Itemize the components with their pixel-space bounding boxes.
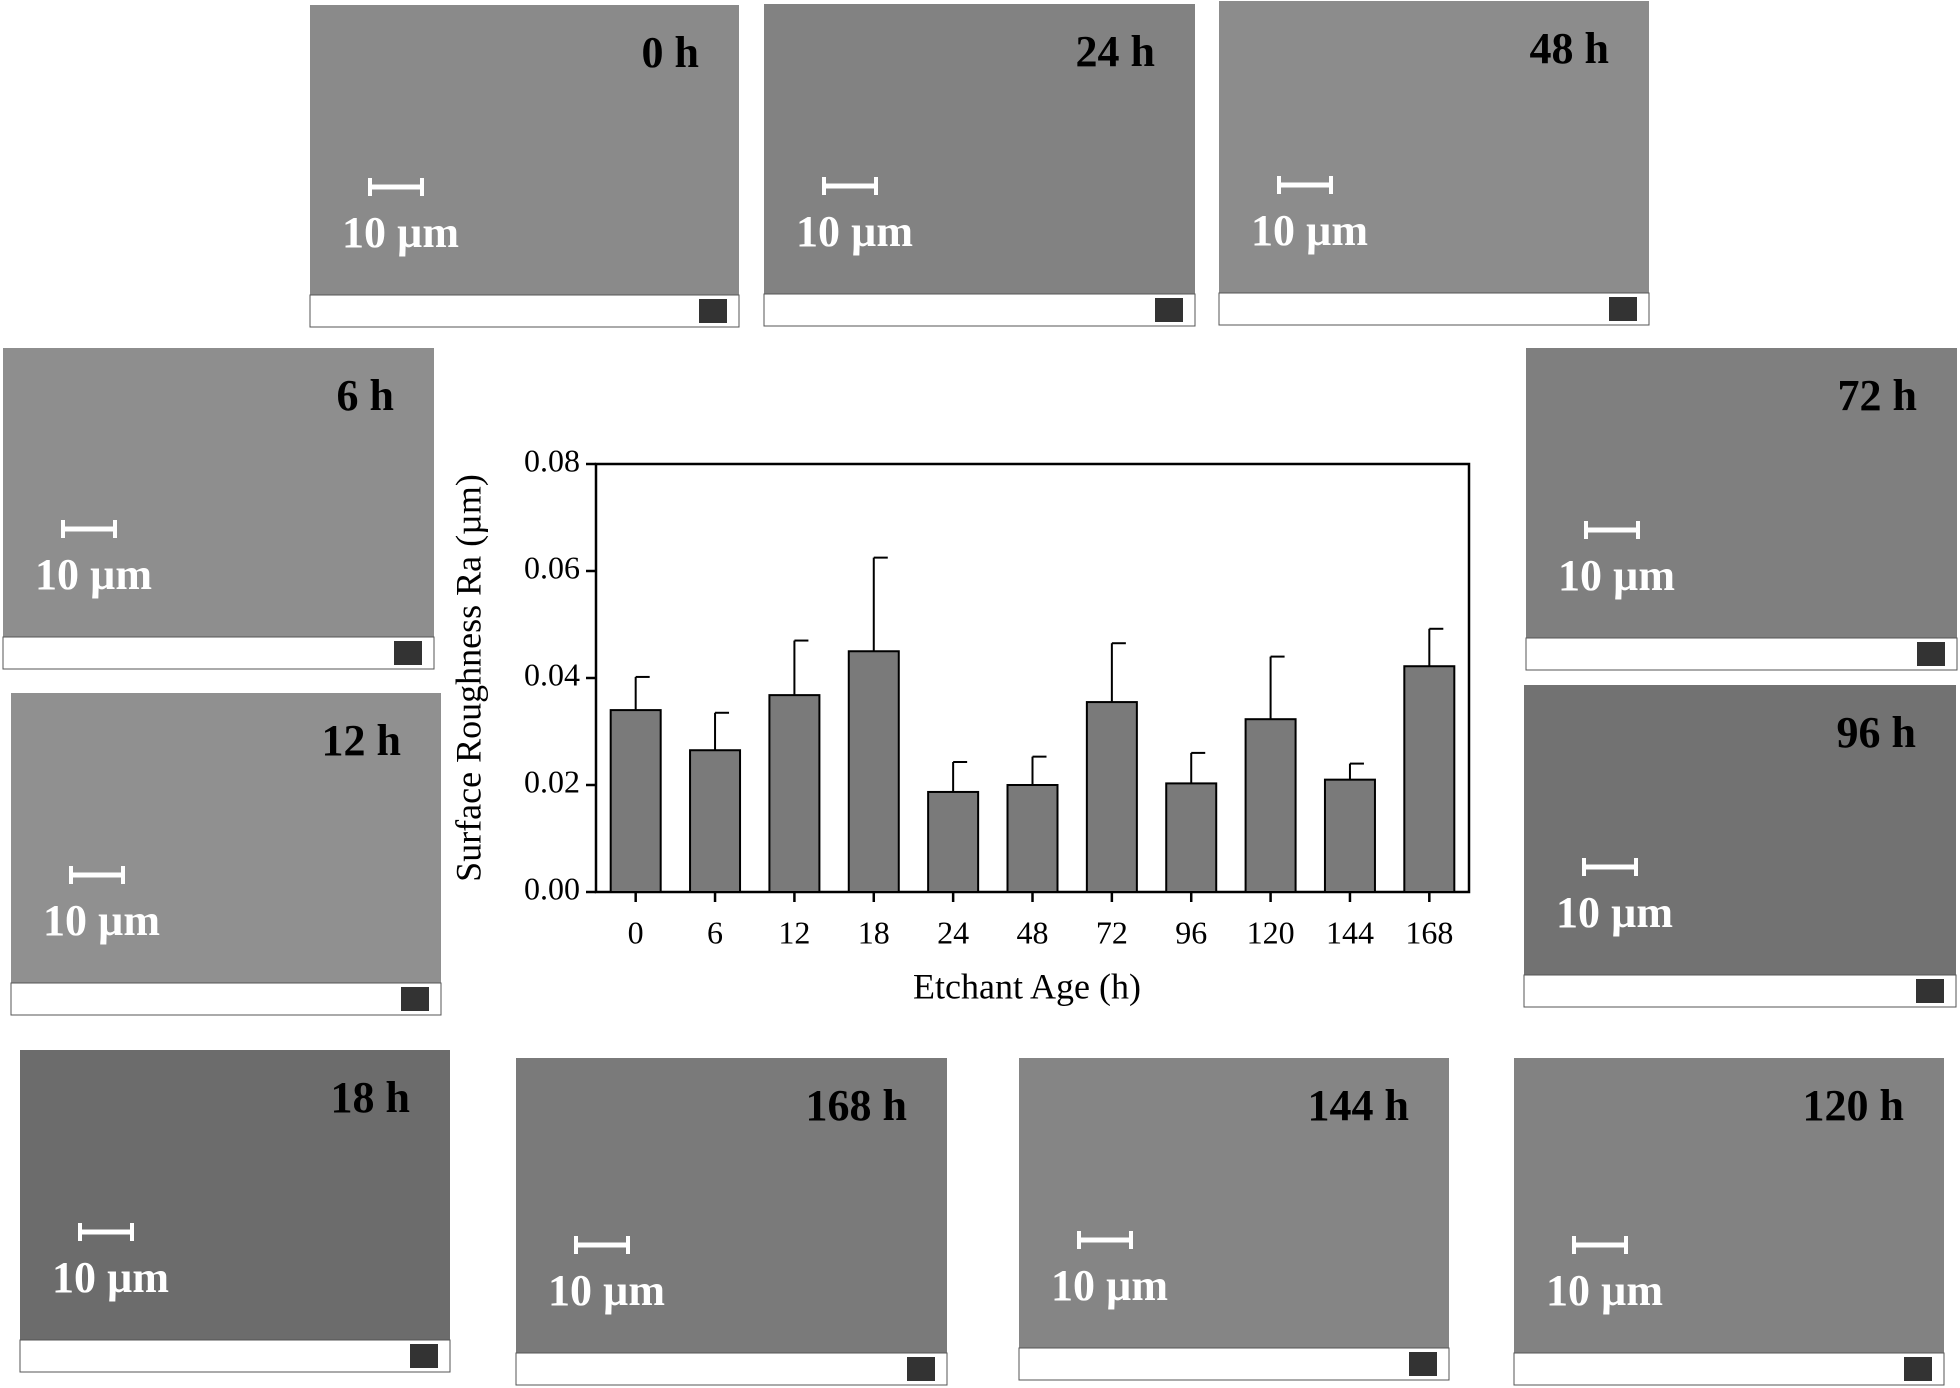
- sem-panel: 168 h 10 µm: [515, 1058, 948, 1386]
- sem-panel: 6 h 10 µm: [2, 348, 435, 670]
- logo: [1904, 1357, 1932, 1381]
- panel-label: 96 h: [1837, 708, 1916, 757]
- scale-label: 10 µm: [1251, 206, 1368, 255]
- sem-panel: 0 h 10 µm: [309, 5, 740, 328]
- sem-image: [516, 1058, 947, 1353]
- bar: [689, 749, 742, 893]
- x-tick-label: 48: [1017, 914, 1049, 950]
- panel-label: 72 h: [1838, 371, 1917, 420]
- sem-panel: 24 h 10 µm: [763, 4, 1196, 327]
- logo: [699, 299, 727, 323]
- scale-label: 10 µm: [1051, 1261, 1168, 1310]
- bar: [609, 709, 662, 893]
- sem-panel: 72 h 10 µm: [1525, 348, 1958, 671]
- panel-label: 12 h: [322, 716, 401, 765]
- info-strip: [1218, 292, 1650, 326]
- panel-label: 24 h: [1076, 27, 1155, 76]
- sem-image: [310, 5, 739, 295]
- scale-label: 10 µm: [1546, 1266, 1663, 1315]
- panel-label: 0 h: [642, 28, 699, 77]
- sem-image: [1019, 1058, 1449, 1348]
- sem-panel: 48 h 10 µm: [1218, 1, 1650, 326]
- sem-image: [1219, 1, 1649, 293]
- x-tick-label: 72: [1096, 914, 1128, 950]
- info-strip: [1525, 637, 1958, 671]
- scale-label: 10 µm: [43, 896, 160, 945]
- sem-panel: 144 h 10 µm: [1018, 1058, 1450, 1381]
- x-tick-label: 144: [1326, 914, 1374, 950]
- logo: [410, 1344, 438, 1368]
- bar: [1085, 701, 1138, 894]
- panel-label: 144 h: [1308, 1081, 1409, 1130]
- scale-label: 10 µm: [548, 1266, 665, 1315]
- info-strip: [19, 1339, 451, 1373]
- info-strip: [2, 636, 435, 670]
- bar: [1403, 665, 1456, 893]
- info-strip: [515, 1352, 948, 1386]
- bar: [1165, 782, 1218, 894]
- logo: [907, 1357, 935, 1381]
- logo: [1917, 642, 1945, 666]
- scale-label: 10 µm: [1556, 888, 1673, 937]
- bar: [847, 650, 900, 893]
- sem-image: [11, 693, 441, 983]
- sem-image: [20, 1050, 450, 1340]
- info-strip: [1513, 1352, 1945, 1386]
- scale-label: 10 µm: [35, 550, 152, 599]
- x-tick-label: 120: [1247, 914, 1295, 950]
- logo: [1916, 979, 1944, 1003]
- logo: [1409, 1352, 1437, 1376]
- bar: [927, 790, 980, 894]
- panel-label: 168 h: [806, 1081, 907, 1130]
- sem-panel: 18 h 10 µm: [19, 1050, 451, 1373]
- sem-image: [3, 348, 434, 637]
- panel-label: 120 h: [1803, 1081, 1904, 1130]
- info-strip: [1018, 1347, 1450, 1381]
- bar: [1006, 784, 1059, 893]
- sem-panel: 96 h 10 µm: [1523, 685, 1957, 1008]
- y-tick-label: 0.02: [524, 763, 580, 799]
- panel-label: 6 h: [337, 371, 394, 420]
- sem-image: [764, 4, 1195, 294]
- panel-label: 48 h: [1530, 24, 1609, 73]
- y-tick-label: 0.00: [524, 870, 580, 906]
- y-axis-label: Surface Roughness Ra (µm): [448, 474, 488, 882]
- sem-panel: 12 h 10 µm: [10, 693, 442, 1016]
- panel-label: 18 h: [331, 1073, 410, 1122]
- bar: [1244, 718, 1297, 893]
- logo: [1155, 298, 1183, 322]
- info-strip: [1523, 974, 1957, 1008]
- info-strip: [763, 293, 1196, 327]
- logo: [394, 641, 422, 665]
- scale-label: 10 µm: [342, 208, 459, 257]
- x-tick-label: 168: [1405, 914, 1453, 950]
- x-tick-label: 96: [1175, 914, 1207, 950]
- scale-label: 10 µm: [796, 207, 913, 256]
- x-axis-label: Etchant Age (h): [913, 966, 1141, 1006]
- scale-label: 10 µm: [52, 1253, 169, 1302]
- x-tick-label: 18: [858, 914, 890, 950]
- bar: [768, 694, 821, 893]
- x-tick-label: 24: [937, 914, 969, 950]
- sem-image: [1514, 1058, 1944, 1353]
- y-tick-label: 0.04: [524, 656, 580, 692]
- x-tick-label: 0: [628, 914, 644, 950]
- logo: [1609, 297, 1637, 321]
- sem-panel: 120 h 10 µm: [1513, 1058, 1945, 1386]
- y-tick-label: 0.06: [524, 549, 580, 585]
- bar: [1323, 778, 1376, 894]
- x-tick-label: 6: [707, 914, 723, 950]
- x-tick-label: 12: [778, 914, 810, 950]
- info-strip: [10, 982, 442, 1016]
- scale-label: 10 µm: [1558, 551, 1675, 600]
- sem-image: [1526, 348, 1957, 638]
- logo: [401, 987, 429, 1011]
- y-tick-label: 0.08: [524, 442, 580, 478]
- info-strip: [309, 294, 740, 328]
- sem-image: [1524, 685, 1956, 975]
